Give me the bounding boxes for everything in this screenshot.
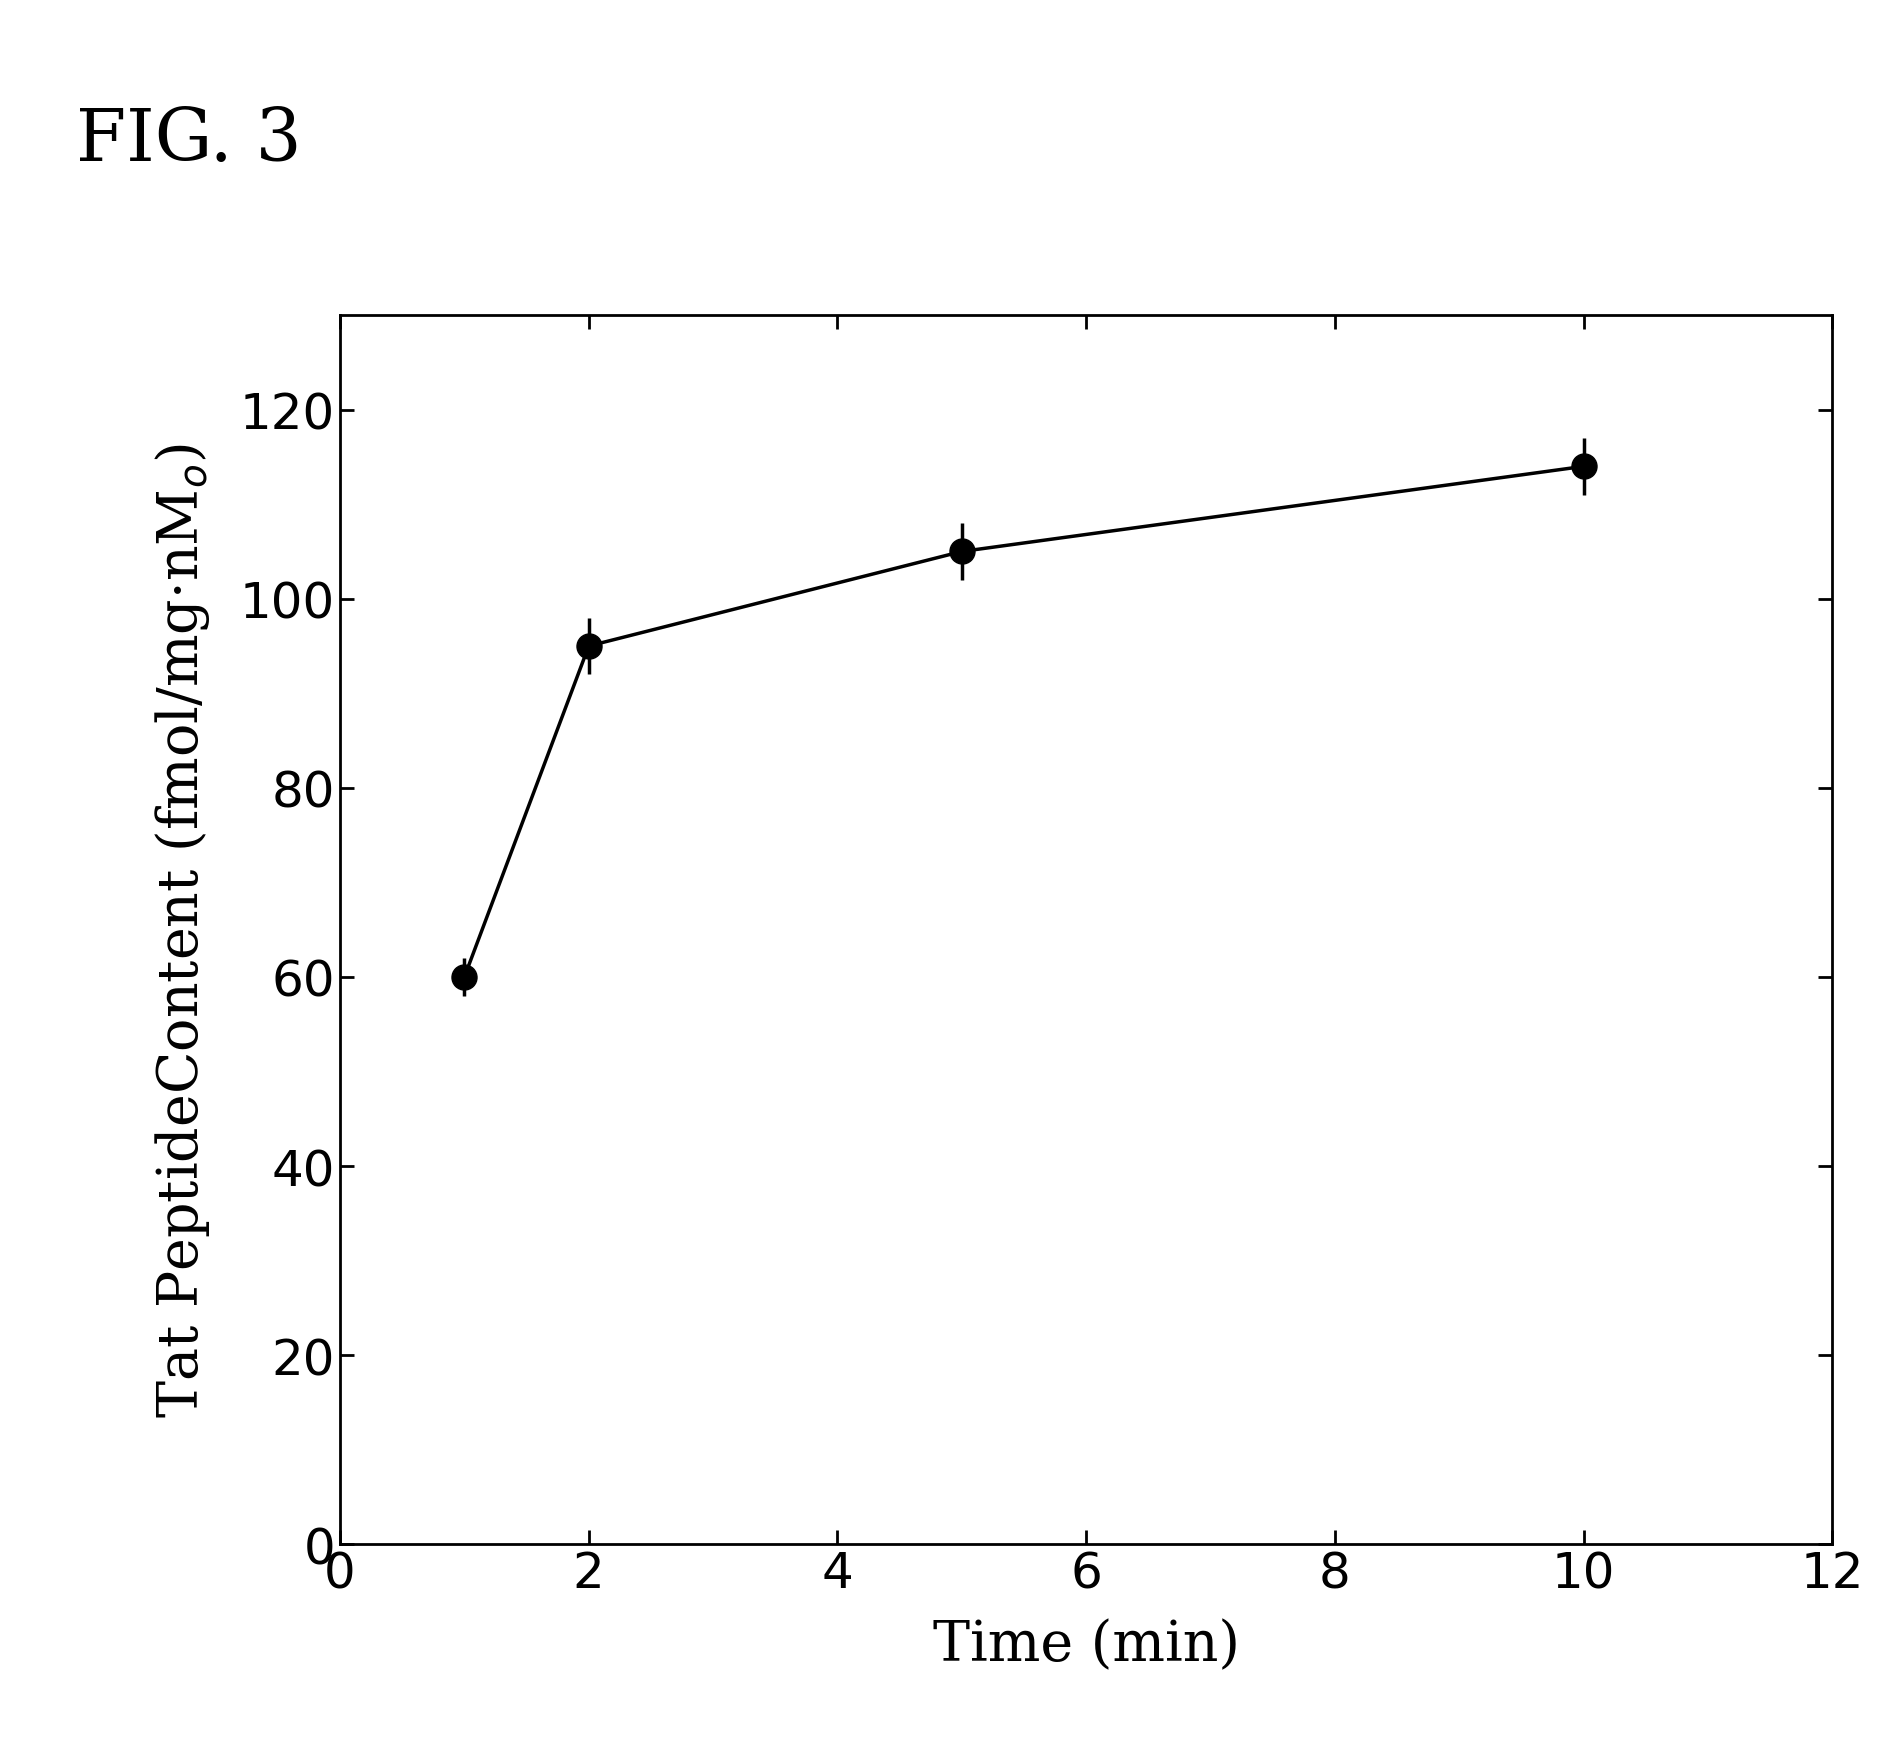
X-axis label: Time (min): Time (min): [933, 1618, 1239, 1673]
Y-axis label: Tat PeptideContent (fmol/mg·nM$_o$): Tat PeptideContent (fmol/mg·nM$_o$): [153, 442, 212, 1418]
Text: FIG. 3: FIG. 3: [76, 105, 300, 176]
